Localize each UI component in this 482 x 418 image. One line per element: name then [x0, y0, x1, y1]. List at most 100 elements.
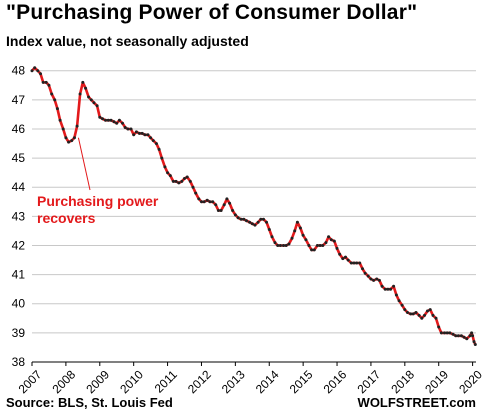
data-point — [434, 316, 438, 320]
data-point — [431, 313, 435, 317]
data-point — [160, 156, 164, 160]
x-tick-label: 2014 — [253, 367, 282, 396]
data-point — [75, 124, 79, 128]
chart-subtitle: Index value, not seasonally adjusted — [6, 33, 249, 49]
data-point — [81, 80, 85, 84]
data-point — [70, 139, 74, 143]
data-point — [180, 179, 184, 183]
data-point — [64, 136, 68, 140]
data-point — [214, 203, 218, 207]
data-point — [267, 228, 271, 231]
data-point — [273, 241, 277, 245]
data-point — [380, 284, 384, 288]
data-point — [366, 274, 370, 278]
data-point — [123, 126, 127, 129]
data-point — [284, 244, 288, 247]
data-point — [290, 236, 294, 240]
data-point — [341, 257, 345, 261]
data-point — [95, 104, 99, 108]
data-point — [236, 216, 240, 220]
data-point — [389, 287, 393, 291]
y-tick-label: 43 — [12, 209, 26, 223]
brand-label: WOLFSTREET.com — [357, 395, 476, 410]
data-point — [84, 86, 88, 90]
data-point — [301, 233, 305, 237]
data-point — [394, 293, 398, 297]
data-point — [225, 197, 229, 201]
y-tick-label: 46 — [12, 122, 26, 136]
data-point — [428, 308, 432, 312]
x-tick-label: 2013 — [219, 367, 248, 396]
data-point — [47, 83, 51, 87]
data-point — [256, 220, 260, 224]
y-tick-label: 45 — [12, 151, 26, 165]
data-point — [332, 239, 336, 243]
data-point — [349, 261, 353, 265]
data-point — [191, 185, 195, 189]
data-point — [41, 80, 45, 84]
data-point — [72, 136, 76, 140]
data-point — [219, 209, 223, 212]
data-point — [361, 267, 364, 271]
data-point — [259, 217, 263, 221]
data-point — [397, 299, 401, 303]
data-point — [67, 140, 71, 144]
data-point — [33, 66, 37, 70]
data-point — [132, 133, 136, 137]
x-tick-label: 2007 — [16, 367, 45, 396]
data-point — [115, 121, 119, 125]
data-point — [315, 244, 319, 247]
data-point — [87, 95, 91, 99]
y-tick-label: 38 — [12, 355, 26, 369]
data-point — [149, 136, 153, 140]
data-point — [304, 238, 308, 242]
data-point — [205, 198, 209, 202]
data-point — [129, 127, 133, 131]
y-tick-label: 40 — [12, 297, 26, 311]
data-point — [50, 92, 54, 96]
data-point — [146, 133, 150, 137]
y-axis: 38 39 40 41 42 43 44 45 46 47 48 — [12, 64, 26, 369]
x-tick-label: 2019 — [422, 367, 451, 396]
data-point — [55, 107, 59, 111]
data-point — [414, 311, 418, 314]
data-point — [276, 244, 280, 247]
y-tick-label: 47 — [12, 93, 26, 107]
data-point — [344, 255, 347, 259]
data-point — [154, 142, 158, 146]
data-point — [222, 203, 226, 207]
data-point — [400, 303, 404, 307]
data-point — [409, 312, 413, 316]
annotation-text: Purchasing power — [37, 193, 159, 209]
data-point — [307, 244, 311, 247]
data-point — [293, 229, 297, 233]
x-tick-label: 2012 — [185, 367, 214, 396]
series-line — [30, 66, 477, 346]
data-point — [335, 246, 339, 250]
y-tick-label: 48 — [12, 64, 26, 78]
data-point — [392, 284, 396, 288]
data-point — [287, 242, 291, 246]
data-point — [104, 118, 107, 122]
y-tick-label: 42 — [12, 238, 26, 252]
data-point — [310, 248, 314, 252]
data-point — [437, 325, 441, 329]
data-point — [197, 197, 201, 201]
x-tick-label: 2018 — [388, 367, 417, 396]
data-point — [44, 80, 48, 84]
data-point — [265, 220, 268, 224]
x-tick-label: 2008 — [49, 367, 78, 396]
data-point — [406, 311, 409, 314]
data-point — [262, 217, 265, 221]
data-point — [443, 331, 446, 335]
data-point — [216, 209, 220, 212]
data-point — [143, 133, 147, 137]
data-point — [126, 127, 130, 131]
data-point — [151, 139, 155, 143]
data-point — [282, 244, 285, 247]
data-point — [166, 171, 170, 175]
data-point — [36, 69, 40, 73]
data-point — [372, 278, 376, 282]
data-point — [101, 117, 104, 121]
